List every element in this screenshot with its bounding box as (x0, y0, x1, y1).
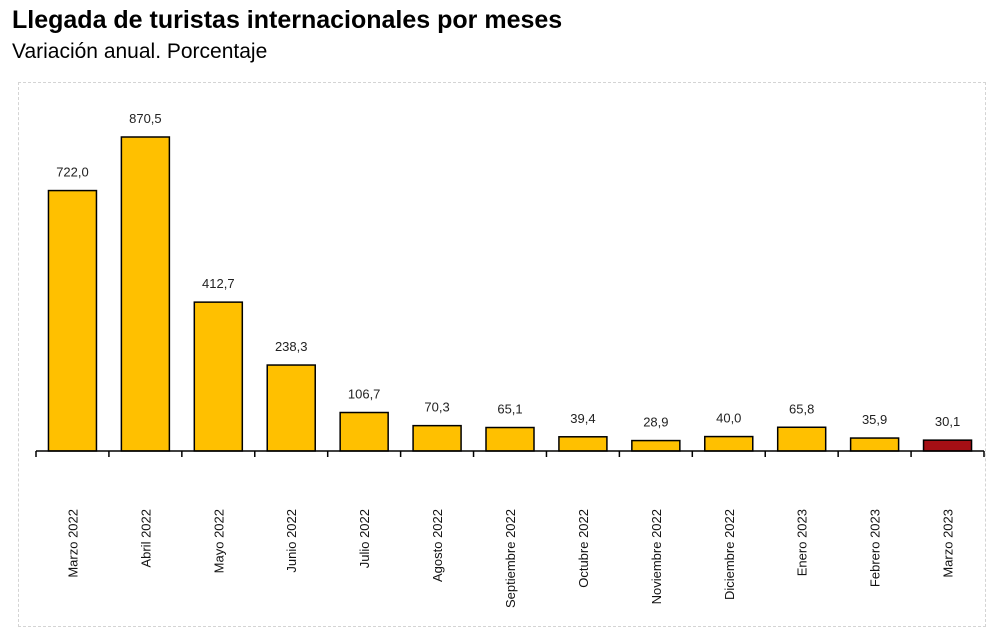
x-axis (35, 450, 985, 457)
value-label: 28,9 (643, 415, 668, 430)
value-labels-group: 722,0 870,5 412,7 238,3 106,7 70,3 65,1 39,4 28,… (56, 111, 960, 430)
category-label: Octubre 2022 (576, 509, 591, 588)
value-label: 412,7 (202, 276, 235, 291)
category-label: Enero 2023 (795, 509, 810, 576)
bar (339, 411, 389, 452)
category-label: Julio 2022 (357, 509, 372, 568)
value-label: 70,3 (424, 400, 449, 415)
bar (47, 189, 98, 452)
value-label: 65,8 (789, 401, 814, 416)
bar (922, 439, 973, 452)
value-label: 65,1 (497, 402, 522, 417)
category-label: Marzo 2022 (65, 509, 80, 578)
category-label: Noviembre 2022 (649, 509, 664, 604)
bar (558, 436, 608, 452)
bar (704, 435, 754, 452)
value-label: 40,0 (716, 411, 741, 426)
value-label: 35,9 (862, 412, 887, 427)
category-label: Mayo 2022 (211, 509, 226, 573)
bar (485, 426, 535, 452)
chart-subtitle: Variación anual. Porcentaje (12, 40, 268, 63)
category-label: Abril 2022 (138, 509, 153, 568)
bar (849, 437, 900, 452)
bars-group (47, 136, 973, 452)
chart-title: Llegada de turistas internacionales por … (12, 6, 563, 34)
value-label: 722,0 (56, 165, 89, 180)
bar (266, 364, 316, 452)
plot-frame (18, 82, 986, 627)
bar (631, 439, 681, 452)
bar (776, 426, 827, 452)
value-label: 39,4 (570, 411, 595, 426)
category-label: Marzo 2023 (941, 509, 956, 578)
bar (120, 136, 171, 452)
value-label: 30,1 (935, 414, 960, 429)
bar (412, 424, 462, 452)
category-label: Junio 2022 (284, 509, 299, 573)
category-label: Agosto 2022 (430, 509, 445, 582)
value-label: 870,5 (129, 111, 162, 126)
category-label: Febrero 2023 (868, 509, 883, 587)
category-label: Septiembre 2022 (503, 509, 518, 608)
category-label: Diciembre 2022 (722, 509, 737, 600)
bar (193, 301, 244, 452)
value-label: 238,3 (275, 339, 308, 354)
category-labels-group: Marzo 2022 Abril 2022 Mayo 2022 Junio 2022 J… (65, 509, 955, 608)
value-label: 106,7 (348, 387, 381, 402)
